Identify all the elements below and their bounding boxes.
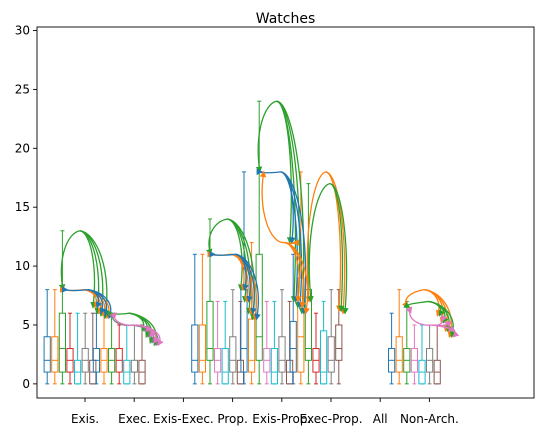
arc-arrow [307, 183, 331, 303]
box-body [229, 336, 237, 373]
box-body [327, 336, 335, 373]
box-body [395, 336, 403, 373]
x-tick-label: Exec-Prop. [299, 412, 362, 426]
arc-arrow [206, 218, 228, 256]
box-body [240, 289, 248, 373]
y-tick-label: 0 [22, 377, 30, 391]
box-body [320, 330, 328, 385]
arc-group [305, 171, 349, 315]
chart-title: Watches [256, 11, 316, 27]
box-group [43, 230, 97, 385]
x-axis: Exis. Exec. Exis-Exec. Prop. Exis-Prop.Exec-… [71, 398, 459, 426]
arc-arrow [405, 306, 433, 326]
arc-arrow [329, 183, 349, 315]
x-tick-label: Exis-Prop. [252, 412, 311, 426]
arc-arrow [403, 300, 429, 308]
plot-frame [36, 26, 535, 399]
arc-arrow [325, 171, 343, 313]
y-tick-label: 15 [15, 200, 30, 214]
x-tick-label: Exis-Exec. [153, 412, 214, 426]
y-tick-label: 20 [15, 141, 30, 155]
arc-arrow [255, 100, 277, 174]
arc-group [106, 309, 164, 347]
y-axis: 0 5 10 15 20 25 30 [15, 24, 37, 391]
box-group [191, 218, 245, 385]
box-body [278, 336, 286, 373]
box-body [58, 312, 66, 373]
x-tick-label: All [373, 412, 388, 426]
arc-arrow [235, 253, 261, 321]
box-body [289, 320, 297, 373]
y-tick-label: 25 [15, 82, 30, 96]
plot-area [43, 100, 460, 385]
arc-arrow [276, 100, 302, 309]
box-body [198, 324, 207, 373]
box-body [335, 324, 343, 361]
box-body [255, 253, 263, 361]
arc-arrow [259, 170, 285, 244]
x-tick-label: Exec. [118, 412, 150, 426]
arc-arrow [110, 312, 138, 326]
arc-arrow [305, 171, 327, 303]
arc-arrow [276, 100, 306, 315]
box-body [130, 359, 139, 373]
arc-group [401, 288, 460, 339]
arc-arrow [432, 324, 460, 338]
arc-arrow [329, 183, 345, 313]
box-body [191, 324, 199, 373]
x-tick-label: Non-Arch. [400, 412, 459, 426]
box-body [248, 318, 256, 373]
box-body [51, 336, 59, 373]
x-tick-label: Exis. [71, 412, 99, 426]
arc-arrow [276, 100, 298, 303]
y-tick-label: 10 [15, 259, 30, 273]
box-body [221, 348, 229, 385]
arc-arrow [209, 251, 236, 258]
box-body [270, 348, 278, 385]
y-tick-label: 5 [22, 318, 30, 332]
arc-group [206, 218, 261, 321]
arc-arrow [61, 286, 89, 293]
arc-arrow [325, 171, 347, 315]
box-body [206, 300, 214, 361]
arc-arrow [137, 324, 164, 347]
arc-arrow [280, 171, 308, 315]
arc-arrow [58, 230, 81, 291]
y-tick-label: 30 [15, 24, 30, 38]
arc-arrow [432, 314, 448, 327]
box-body [43, 336, 51, 373]
arc-group [58, 230, 115, 320]
x-tick-label: Prop. [217, 412, 247, 426]
arc-group [255, 100, 310, 315]
